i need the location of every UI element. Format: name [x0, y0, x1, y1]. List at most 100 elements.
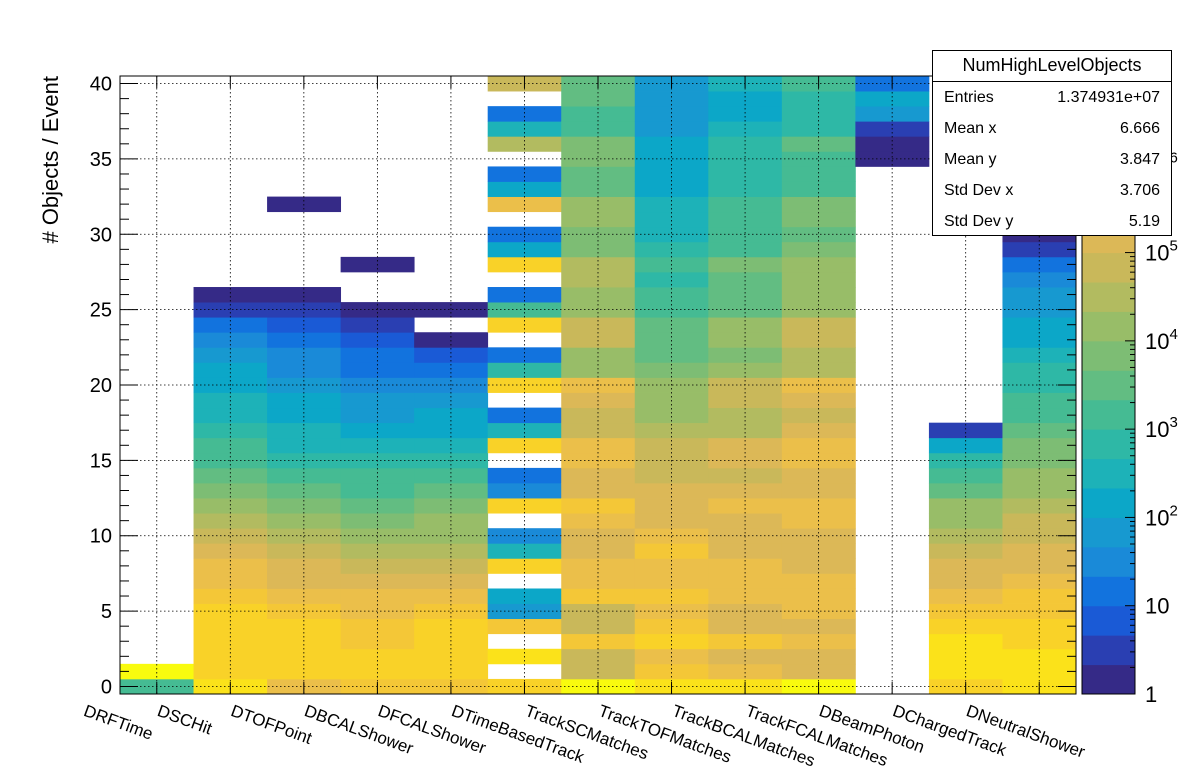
- heatmap-cell: [267, 482, 342, 499]
- heatmap-cell: [1002, 302, 1077, 318]
- heatmap-cell: [781, 407, 856, 424]
- heatmap-cell: [340, 543, 415, 559]
- heatmap-cell: [340, 347, 415, 363]
- palette-segment: [1082, 399, 1135, 430]
- heatmap-cell: [1002, 543, 1077, 559]
- y-tick-label: 30: [90, 224, 112, 246]
- heatmap-cell: [708, 347, 783, 363]
- heatmap-cell: [634, 663, 709, 680]
- heatmap-cell: [781, 166, 856, 182]
- stats-key: Mean x: [944, 120, 997, 137]
- heatmap-cell: [561, 407, 636, 424]
- heatmap-cell: [708, 106, 783, 122]
- heatmap-cell: [193, 543, 268, 559]
- heatmap-cell: [1002, 558, 1077, 574]
- heatmap-cell: [1002, 603, 1077, 620]
- heatmap-cell: [781, 302, 856, 318]
- stats-key: Std Dev x: [944, 182, 1014, 199]
- heatmap-cell: [634, 407, 709, 424]
- x-category-label: DSCHit: [155, 701, 215, 738]
- heatmap-cell: [561, 347, 636, 363]
- heatmap-cell: [340, 663, 415, 680]
- heatmap-cell: [340, 618, 415, 635]
- heatmap-cell: [414, 618, 489, 635]
- heatmap-cell: [634, 543, 709, 559]
- heatmap-cell: [634, 241, 709, 258]
- heatmap-cell: [487, 422, 562, 439]
- heatmap-cell: [1002, 332, 1077, 348]
- stats-row-mean-y: Mean y 3.847: [933, 144, 1171, 175]
- y-tick-labels: 0 5 10 15 20 25 30 35 40: [90, 74, 112, 699]
- z-tick-label: 105: [1145, 238, 1178, 266]
- heatmap-cell: [781, 151, 856, 167]
- heatmap-cell: [487, 467, 562, 484]
- heatmap-cell: [487, 106, 562, 122]
- y-tick-label: 25: [90, 300, 112, 322]
- heatmap-cell: [561, 106, 636, 122]
- heatmap-cell: [634, 467, 709, 484]
- palette-segment: [1082, 282, 1135, 312]
- heatmap-cell: [561, 332, 636, 348]
- heatmap-cell: [634, 422, 709, 439]
- grid-lines: [120, 76, 1076, 694]
- heatmap-cell: [781, 287, 856, 303]
- heatmap-cell: [634, 618, 709, 635]
- z-tick-label: 1: [1145, 682, 1157, 707]
- heatmap-cell: [487, 347, 562, 363]
- heatmap-cell: [561, 271, 636, 288]
- stats-value: 3.847: [1119, 151, 1160, 168]
- heatmap-cell: [267, 467, 342, 484]
- heatmap-cell: [487, 543, 562, 559]
- heatmap-cell: [267, 663, 342, 680]
- x-category-labels: DRFTime DSCHit DTOFPointDBCALShowerDFCALSh…: [81, 701, 1087, 770]
- heatmap-cell: [634, 211, 709, 228]
- heatmap-cell: [928, 618, 1003, 635]
- heatmap-cell: [708, 211, 783, 228]
- stats-row-mean-x: Mean x 6.666: [933, 113, 1171, 144]
- heatmap-cell: [708, 482, 783, 499]
- heatmap-cell: [193, 663, 268, 680]
- stats-value: 6.666: [1119, 120, 1160, 137]
- heatmap-cell: [340, 422, 415, 439]
- heatmap-cell: [561, 603, 636, 620]
- heatmap-cell: [193, 362, 268, 378]
- heatmap-cell: [414, 467, 489, 484]
- palette-segment: [1082, 635, 1135, 666]
- heatmap-cell: [193, 302, 268, 318]
- heatmap-cell: [267, 332, 342, 348]
- heatmap-cell: [414, 558, 489, 574]
- heatmap-cell: [561, 498, 636, 514]
- heatmap-cell: [781, 347, 856, 363]
- heatmap-cell: [781, 226, 856, 243]
- y-tick-label: 20: [90, 375, 112, 397]
- heatmap-cell: [781, 498, 856, 514]
- heatmap-cell: [781, 271, 856, 288]
- heatmap-cell: [781, 543, 856, 559]
- heatmap-cell: [561, 422, 636, 439]
- heatmap-cell: [928, 422, 1003, 439]
- heatmap-cell: [267, 543, 342, 559]
- heatmap-cell: [193, 287, 268, 303]
- x-category-label: DTOFPoint: [228, 701, 314, 748]
- heatmap-cell: [267, 407, 342, 424]
- heatmap-cell: [781, 211, 856, 228]
- heatmap-cell: [561, 241, 636, 258]
- heatmap-cell: [414, 362, 489, 378]
- z-tick-label: 103: [1145, 414, 1178, 442]
- heatmap-cell: [708, 467, 783, 484]
- heatmap-cell: [708, 663, 783, 680]
- heatmap-cell: [1002, 271, 1077, 288]
- heatmap-cell: [708, 422, 783, 439]
- heatmap-cell: [340, 498, 415, 514]
- y-tick-label: 15: [90, 450, 112, 472]
- heatmap-cell: [708, 618, 783, 635]
- heatmap-cell: [708, 362, 783, 378]
- palette-segment: [1082, 546, 1135, 577]
- palette-segment: [1082, 340, 1135, 371]
- heatmap-cell: [928, 603, 1003, 620]
- heatmap-cell: [340, 558, 415, 574]
- heatmap-cell: [781, 528, 856, 544]
- heatmap-cell: [1002, 407, 1077, 424]
- heatmap-cell: [634, 151, 709, 167]
